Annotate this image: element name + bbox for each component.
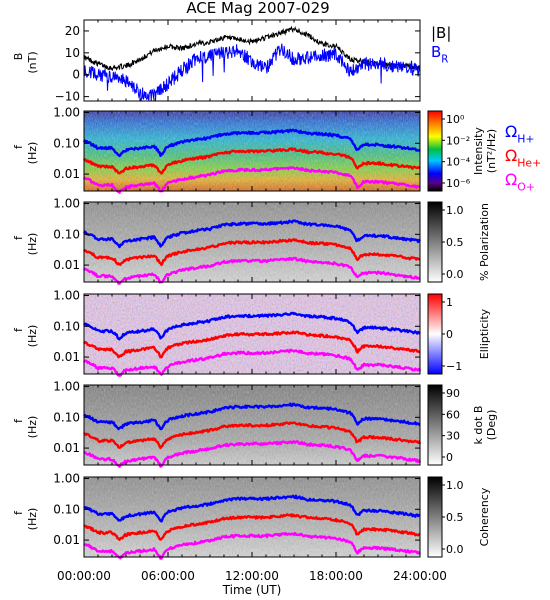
freq-ytick-label: 0.01 — [53, 441, 80, 455]
freq-yunit: (Hz) — [26, 508, 39, 531]
freq-yunit: (Hz) — [26, 142, 39, 165]
colorbar-tick-label: 0 — [446, 328, 453, 341]
freq-ytick-label: 1.00 — [53, 197, 80, 211]
colorbar-tick-label: 1 — [446, 296, 453, 309]
colorbar-label: Ellipticity — [478, 308, 491, 359]
legend-h-plus: ΩH+ — [505, 122, 535, 146]
freq-ytick-label: 0.10 — [53, 136, 80, 150]
h-plus-gyrofrequency-line — [83, 494, 421, 523]
freq-yunit: (Hz) — [26, 325, 39, 348]
colorbar-unit: (nT²/Hz) — [485, 129, 498, 173]
freq-ytick-label: 1.00 — [53, 289, 80, 303]
h-plus-gyrofrequency-line — [82, 128, 421, 158]
o-plus-gyrofrequency-line — [82, 166, 421, 194]
colorbar — [427, 384, 443, 466]
colorbar-tick-label: 10⁻² — [446, 134, 470, 147]
colorbar-tick-label: 0.5 — [446, 236, 464, 249]
colorbar-tick-label: 10⁰ — [446, 113, 465, 126]
freq-ytick-label: 0.01 — [53, 533, 80, 547]
freq-ytick-label: 0.10 — [53, 319, 80, 333]
series-line-radial-field — [83, 43, 421, 102]
freq-ylabel: f — [12, 510, 25, 515]
legend-he-plus: ΩHe+ — [505, 146, 541, 170]
he-plus-gyrofrequency-line — [83, 421, 422, 450]
x-tick-label: 24:00:00 — [393, 569, 447, 583]
o-plus-gyrofrequency-line — [83, 531, 421, 560]
field-ylabel: B — [12, 53, 25, 61]
freq-ytick-label: 1.00 — [53, 380, 80, 394]
colorbar — [427, 201, 443, 283]
colorbar-tick-label: 30 — [446, 430, 460, 443]
colorbar-label: Intensity — [472, 127, 485, 175]
colorbar — [427, 476, 443, 558]
colorbar-label: % Polarization — [478, 203, 491, 281]
colorbar-tick-label: −1 — [446, 360, 462, 373]
freq-ytick-label: 0.01 — [53, 258, 80, 272]
h-plus-gyrofrequency-line — [82, 219, 421, 249]
freq-ytick-label: 0.10 — [53, 502, 80, 516]
freq-ytick-label: 1.00 — [53, 106, 80, 120]
he-plus-gyrofrequency-line — [83, 238, 421, 267]
legend-total-field: |B| — [431, 24, 451, 42]
field-yunit: (nT) — [26, 51, 39, 73]
freq-yunit: (Hz) — [26, 416, 39, 439]
x-tick-label: 12:00:00 — [225, 569, 279, 583]
o-plus-gyrofrequency-line — [83, 348, 422, 377]
field-ytick-label: 20 — [65, 24, 80, 38]
freq-yunit: (Hz) — [26, 233, 39, 256]
x-tick-label: 00:00:00 — [57, 569, 111, 583]
x-tick-label: 06:00:00 — [141, 569, 195, 583]
colorbar — [427, 110, 443, 192]
colorbar-label: k dot B — [472, 406, 485, 445]
legend-o-plus: ΩO+ — [505, 170, 535, 194]
series-line-total-field — [83, 25, 421, 71]
colorbar-tick-label: 0.0 — [446, 543, 464, 556]
he-plus-gyrofrequency-line — [82, 147, 421, 175]
colorbar-tick-label: 10⁻⁴ — [446, 156, 471, 169]
freq-ylabel: f — [12, 327, 25, 332]
colorbar-tick-label: 0.5 — [446, 511, 464, 524]
freq-ytick-label: 0.10 — [53, 410, 80, 424]
field-ytick-label: −10 — [55, 90, 80, 104]
freq-ytick-label: 1.00 — [53, 472, 80, 486]
colorbar-tick-label: 60 — [446, 408, 460, 421]
freq-ytick-label: 0.10 — [53, 227, 80, 241]
h-plus-gyrofrequency-line — [83, 402, 421, 431]
freq-ylabel: f — [12, 418, 25, 423]
colorbar-tick-label: 1.0 — [446, 204, 464, 217]
colorbar-label: Coherency — [478, 487, 491, 546]
freq-ylabel: f — [12, 144, 25, 149]
legend-radial-field: BR — [431, 43, 448, 65]
colorbar-tick-label: 0.0 — [446, 268, 464, 281]
he-plus-gyrofrequency-line — [83, 330, 421, 359]
freq-ytick-label: 0.01 — [53, 350, 80, 364]
colorbar-tick-label: 10⁻⁶ — [446, 177, 471, 190]
freq-ytick-label: 0.01 — [53, 167, 80, 181]
he-plus-gyrofrequency-line — [83, 513, 421, 541]
x-tick-label: 18:00:00 — [309, 569, 363, 583]
field-ytick-label: 10 — [65, 46, 80, 60]
o-plus-gyrofrequency-line — [82, 256, 421, 285]
h-plus-gyrofrequency-line — [83, 311, 421, 341]
o-plus-gyrofrequency-line — [83, 440, 422, 468]
colorbar-unit: (Deg) — [485, 410, 498, 441]
colorbar-tick-label: 0 — [446, 451, 453, 464]
colorbar — [427, 293, 443, 375]
colorbar-tick-label: 1.0 — [446, 479, 464, 492]
field-ytick-label: 0 — [72, 68, 80, 82]
x-axis-label: Time (UT) — [222, 583, 282, 597]
colorbar-tick-label: 90 — [446, 387, 460, 400]
freq-ylabel: f — [12, 235, 25, 240]
chart-title: ACE Mag 2007-029 — [186, 0, 329, 17]
